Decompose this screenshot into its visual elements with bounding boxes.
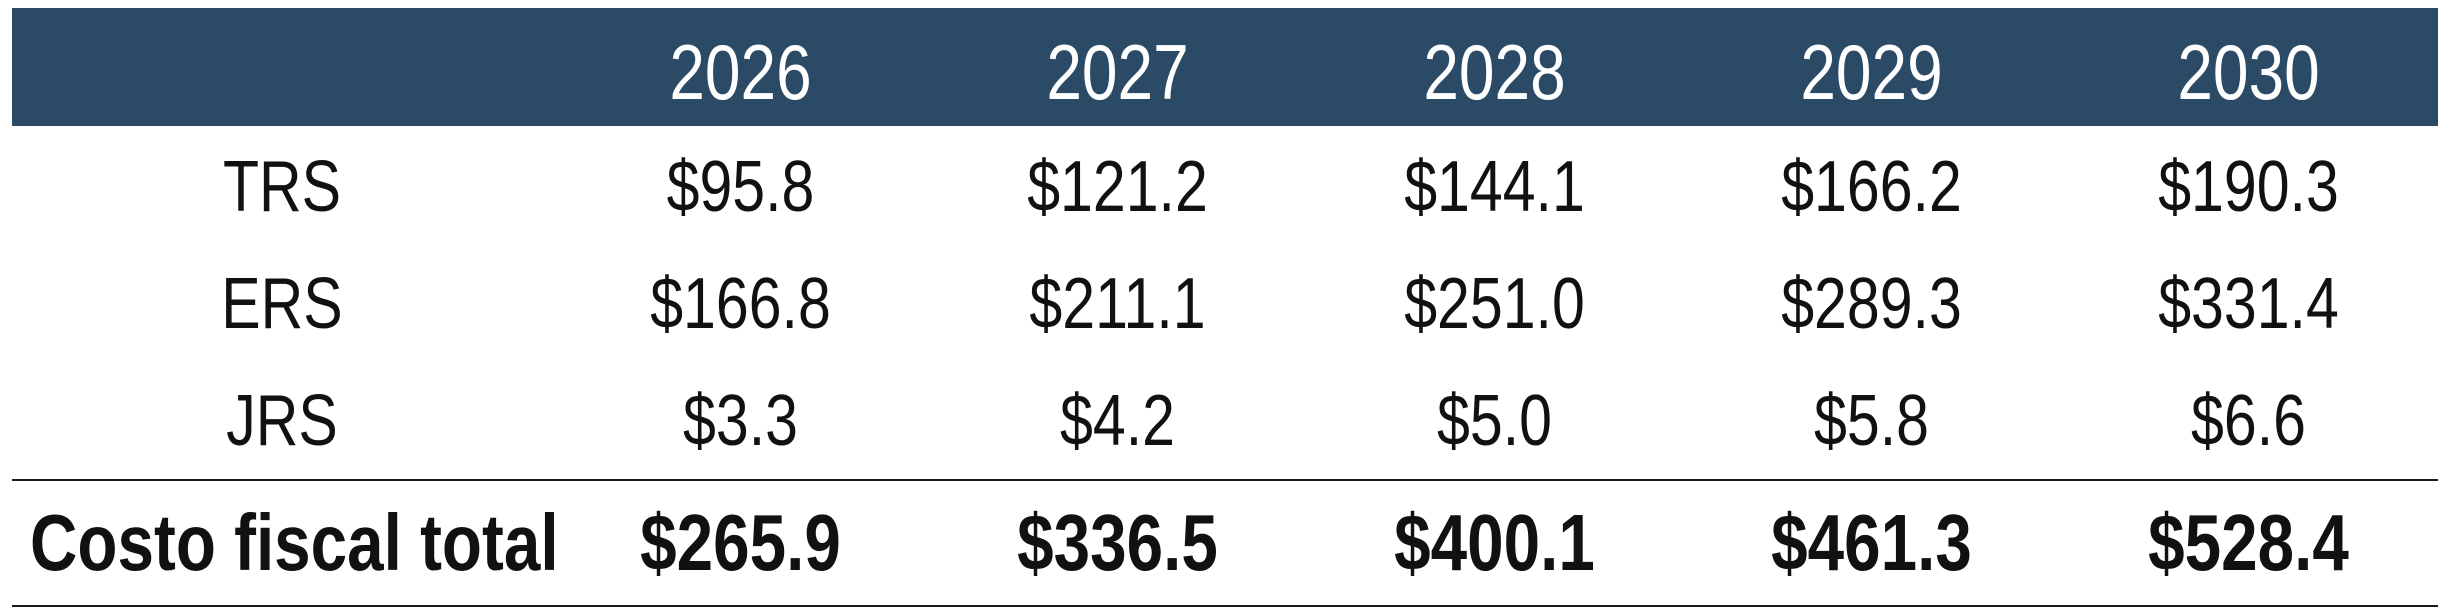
ers-2027-value: $211.1 (1029, 263, 1206, 344)
table-header: 2026 2027 2028 2029 2030 (12, 8, 2438, 126)
table-row-trs: TRS $95.8 $121.2 $144.1 $166.2 $190.3 (12, 128, 2438, 245)
ers-2030-value: $331.4 (2158, 263, 2339, 344)
total-2028-value: $400.1 (1394, 498, 1595, 587)
row-label-jrs: JRS (226, 380, 338, 461)
header-year-2027: 2027 (1046, 27, 1189, 116)
trs-2029-value: $166.2 (1781, 146, 1962, 227)
table-row-ers: ERS $166.8 $211.1 $251.0 $289.3 $331.4 (12, 245, 2438, 362)
header-year-2026: 2026 (669, 27, 812, 116)
trs-2027-value: $121.2 (1027, 146, 1208, 227)
header-year-2030: 2030 (2177, 27, 2320, 116)
total-2030-value: $528.4 (2148, 498, 2349, 587)
table-row-jrs: JRS $3.3 $4.2 $5.0 $5.8 $6.6 (12, 362, 2438, 479)
total-2029-value: $461.3 (1771, 498, 1972, 587)
trs-2028-value: $144.1 (1404, 146, 1585, 227)
ers-2029-value: $289.3 (1781, 263, 1962, 344)
total-2026-value: $265.9 (640, 498, 841, 587)
header-year-2029: 2029 (1800, 27, 1943, 116)
row-label-total: Costo fiscal total (30, 498, 559, 587)
jrs-2030-value: $6.6 (2191, 380, 2306, 461)
total-top-rule (12, 479, 2438, 481)
table-row-total: Costo fiscal total $265.9 $336.5 $400.1 … (12, 481, 2438, 605)
header-label-cell (61, 62, 504, 72)
total-bottom-rule (12, 605, 2438, 607)
jrs-2028-value: $5.0 (1437, 380, 1552, 461)
row-label-trs: TRS (222, 146, 342, 227)
fiscal-cost-table: 2026 2027 2028 2029 2030 TRS $95.8 $121.… (12, 8, 2438, 607)
row-label-ers: ERS (221, 263, 343, 344)
total-2027-value: $336.5 (1017, 498, 1218, 587)
jrs-2029-value: $5.8 (1814, 380, 1929, 461)
jrs-2026-value: $3.3 (683, 380, 798, 461)
header-year-2028: 2028 (1423, 27, 1566, 116)
ers-2026-value: $166.8 (650, 263, 831, 344)
trs-2030-value: $190.3 (2158, 146, 2339, 227)
jrs-2027-value: $4.2 (1060, 380, 1175, 461)
ers-2028-value: $251.0 (1404, 263, 1585, 344)
trs-2026-value: $95.8 (666, 146, 815, 227)
